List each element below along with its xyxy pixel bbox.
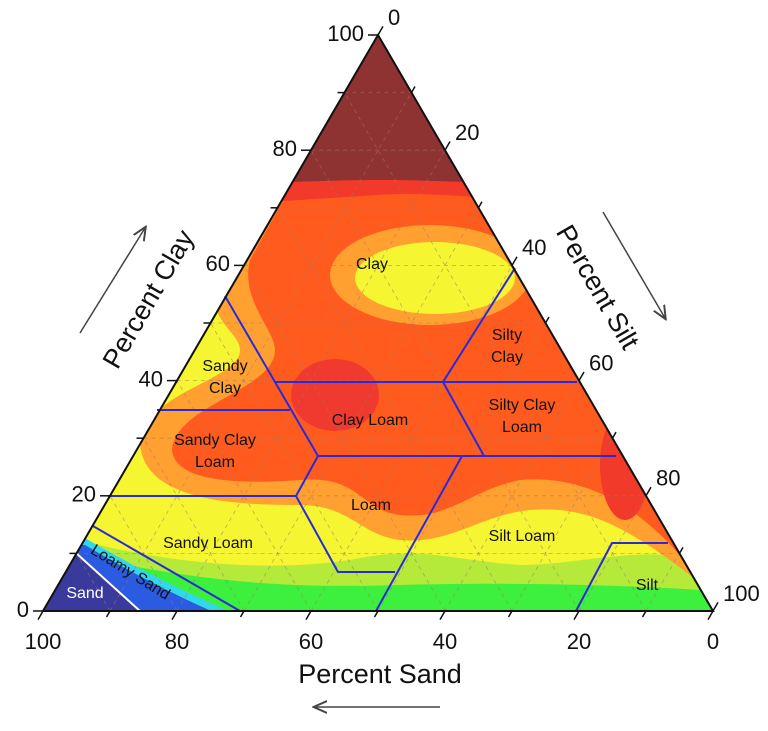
axis-title: Percent Sand <box>298 659 462 689</box>
tick-label: 40 <box>433 629 457 654</box>
grid-line <box>243 207 479 612</box>
grid-line <box>109 495 178 612</box>
tick-mark <box>507 610 513 618</box>
tick-mark <box>477 201 483 209</box>
region-label: Silty Clay <box>491 327 523 366</box>
boundary <box>75 552 141 612</box>
grid-line <box>645 553 680 612</box>
tick-label: 0 <box>388 5 400 30</box>
region-label-line: Silty Clay <box>489 397 556 414</box>
region-label: Sandy Clay <box>202 358 247 397</box>
grid-line <box>143 437 245 612</box>
tick-mark <box>611 431 617 439</box>
tick-label: 40 <box>139 366 163 391</box>
grid-line <box>511 437 613 612</box>
tick-mark <box>239 610 245 618</box>
region-label-line: Sandy Clay <box>174 432 256 449</box>
region-label: Clay Loam <box>332 412 408 429</box>
tick-label: 80 <box>273 136 297 161</box>
tick-mark <box>578 371 585 381</box>
tick-mark <box>641 610 647 618</box>
axis-title: Percent Silt <box>550 220 645 355</box>
tick-mark <box>410 86 416 93</box>
tick-label: 100 <box>25 629 62 654</box>
region-label-line: Loam <box>502 419 542 436</box>
boundary <box>575 542 668 612</box>
region-label: Sandy Clay Loam <box>174 432 256 471</box>
grid-line <box>109 92 412 612</box>
tick-mark <box>37 610 44 621</box>
region-label: Sand <box>66 585 103 602</box>
tick-mark <box>439 610 446 621</box>
tick-mark <box>707 610 714 621</box>
tick-mark <box>712 601 719 612</box>
region-label-line: Clay <box>491 349 523 366</box>
region-label: Loam <box>351 497 391 514</box>
tick-mark <box>544 316 550 324</box>
tick-mark <box>305 610 312 621</box>
region-label-line: Sandy Loam <box>163 535 253 552</box>
tick-label: 0 <box>707 629 719 654</box>
region-label-line: Loam <box>351 497 391 514</box>
boundary <box>92 525 241 612</box>
region-label: Silt <box>636 577 659 594</box>
tick-label: 20 <box>567 629 591 654</box>
tick-label: 60 <box>299 629 323 654</box>
boundary <box>442 381 485 457</box>
region-label-line: Loam <box>195 454 235 471</box>
tick-label: 0 <box>17 597 29 622</box>
region-label-line: Clay <box>356 256 388 273</box>
grid-line <box>243 265 446 612</box>
region-label-line: Silt Loam <box>489 528 556 545</box>
tick-mark <box>105 610 111 618</box>
region-label-line: Sandy <box>202 358 247 375</box>
tick-label: 60 <box>206 251 230 276</box>
grid-line <box>344 92 647 612</box>
tick-label: 100 <box>723 581 760 606</box>
tick-label: 20 <box>455 120 479 145</box>
grid-line <box>76 553 111 612</box>
tick-label: 20 <box>72 482 96 507</box>
tick-label: 40 <box>522 235 546 260</box>
region-label-line: Clay <box>209 380 241 397</box>
silt-arrow <box>602 211 665 318</box>
clay-arrow <box>79 228 145 334</box>
tick-mark <box>511 256 518 266</box>
tick-label: 80 <box>165 629 189 654</box>
boundary <box>442 267 516 383</box>
tick-mark <box>377 25 384 36</box>
tick-mark <box>573 610 580 621</box>
tick-mark <box>444 141 451 151</box>
tick-label: 80 <box>656 466 680 491</box>
boundary <box>375 455 463 612</box>
grid-line <box>277 207 513 612</box>
axis-title: Percent Clay <box>97 224 201 373</box>
region-label-line: Silty <box>492 327 522 344</box>
tick-label: 100 <box>327 21 364 46</box>
tick-mark <box>678 546 684 554</box>
tick-mark <box>171 610 178 621</box>
class-boundaries <box>75 267 668 612</box>
region-label-line: Silt <box>636 577 659 594</box>
region-label-line: Sand <box>66 585 103 602</box>
region-label: Clay <box>356 256 388 273</box>
region-label: Sandy Loam <box>163 535 253 552</box>
tick-mark <box>645 486 652 497</box>
region-label: Silt Loam <box>489 528 556 545</box>
region-label-line: Clay Loam <box>332 412 408 429</box>
tick-mark <box>373 610 379 618</box>
tick-label: 60 <box>589 350 613 375</box>
region-label: Silty Clay Loam <box>489 397 556 436</box>
